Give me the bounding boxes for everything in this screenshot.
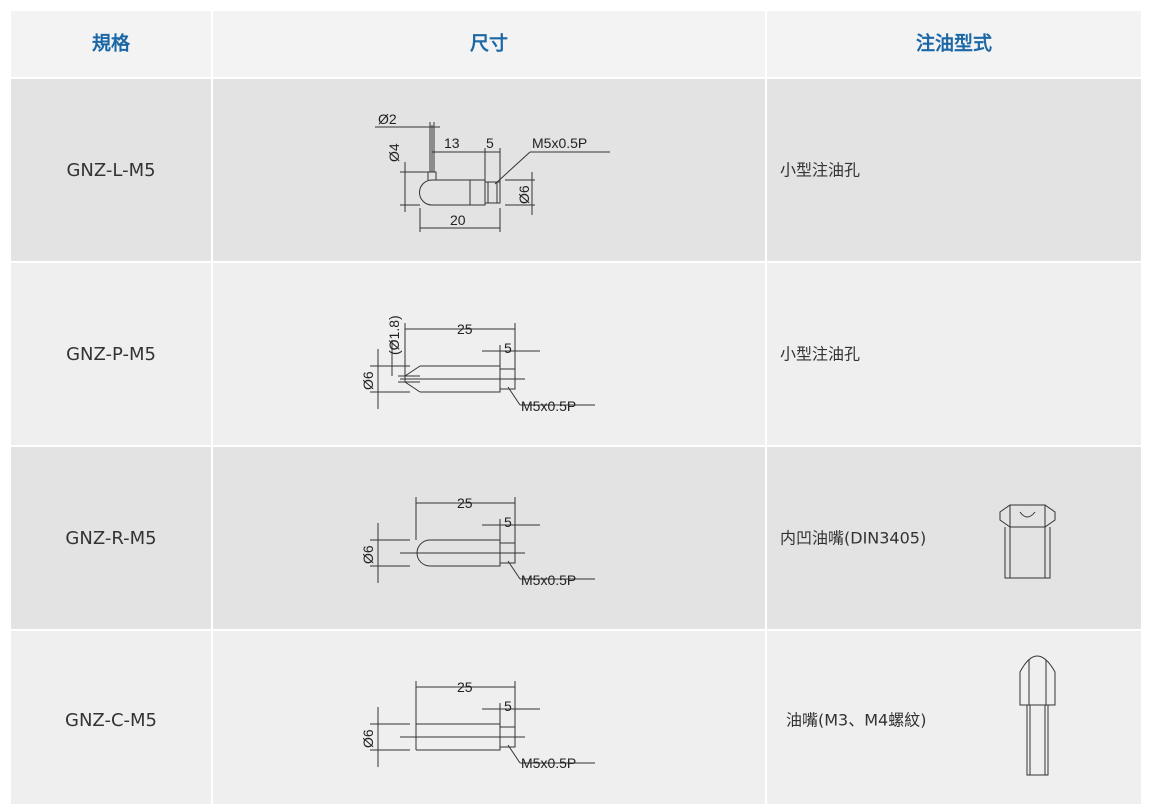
cell (213, 11, 765, 77)
cell (11, 631, 211, 804)
dim-label: M5x0.5P (532, 135, 587, 151)
dim-label: 25 (457, 321, 473, 337)
line (507, 386, 521, 406)
outline (1019, 655, 1056, 706)
outline (1019, 511, 1036, 518)
dim-label: 5 (486, 135, 494, 151)
dim-label: 5 (504, 698, 512, 714)
dim-label: 13 (444, 135, 460, 151)
outline (469, 179, 486, 206)
dim-label: Ø6 (360, 729, 376, 748)
dim-label: 25 (457, 679, 473, 695)
cell (213, 79, 765, 261)
dim-label: Ø4 (386, 143, 402, 162)
dim-label: Ø2 (378, 111, 397, 127)
outline (419, 179, 470, 206)
spec: GNZ-R-M5 (65, 528, 156, 549)
type: 油嘴(M3、M4螺紋) (786, 711, 926, 730)
cell (213, 631, 765, 804)
dim-label: M5x0.5P (521, 755, 576, 771)
line (507, 744, 521, 764)
outline (1004, 527, 1051, 579)
cell (767, 11, 1141, 77)
drawings (370, 122, 1056, 776)
table-background (11, 11, 1141, 804)
dim-label: M5x0.5P (521, 572, 576, 588)
header-cell: 注油型式 (916, 32, 992, 55)
type: 小型注油孔 (780, 345, 860, 364)
header-cell: 規格 (92, 32, 131, 55)
cell (213, 263, 765, 445)
outline (1026, 705, 1049, 776)
cell (767, 263, 1141, 445)
type: 小型注油孔 (780, 161, 860, 180)
cell (213, 447, 765, 629)
dim-label: 5 (504, 340, 512, 356)
cell (767, 447, 1141, 629)
cell (11, 263, 211, 445)
header-cell: 尺寸 (470, 32, 508, 55)
line (507, 560, 521, 580)
spec: GNZ-C-M5 (65, 710, 157, 731)
dim-label: 5 (504, 514, 512, 530)
cell (767, 79, 1141, 261)
dim-label: Ø6 (516, 185, 532, 204)
dim-label: Ø6 (360, 545, 376, 564)
line (494, 151, 531, 185)
cell (11, 79, 211, 261)
dim-label: (Ø1.8) (386, 315, 402, 355)
dim-label: 20 (450, 212, 466, 228)
dim-label: Ø6 (360, 371, 376, 390)
dim-label: M5x0.5P (521, 398, 576, 414)
spec: GNZ-P-M5 (66, 344, 156, 365)
type: 内凹油嘴(DIN3405) (780, 529, 926, 548)
spec: GNZ-L-M5 (66, 160, 155, 181)
cell (11, 11, 211, 77)
outline (999, 504, 1056, 528)
dim-label: 25 (457, 495, 473, 511)
outline (484, 181, 501, 204)
cell (11, 447, 211, 629)
cell (767, 631, 1141, 804)
